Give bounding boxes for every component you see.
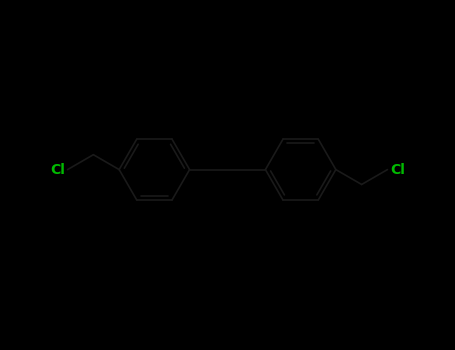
Text: Cl: Cl	[390, 163, 405, 177]
Text: Cl: Cl	[50, 163, 65, 177]
